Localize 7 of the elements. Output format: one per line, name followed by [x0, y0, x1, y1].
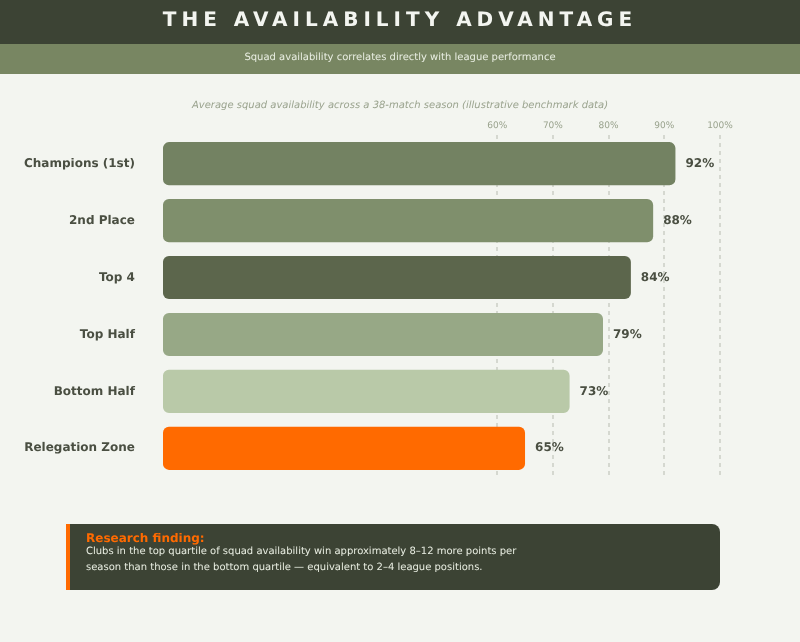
chart-title: THE AVAILABILITY ADVANTAGE — [0, 0, 800, 44]
bar — [162, 142, 676, 186]
bar — [162, 255, 631, 300]
bar — [162, 369, 570, 413]
bar — [162, 426, 526, 470]
bar — [162, 312, 604, 357]
bar — [162, 199, 654, 243]
